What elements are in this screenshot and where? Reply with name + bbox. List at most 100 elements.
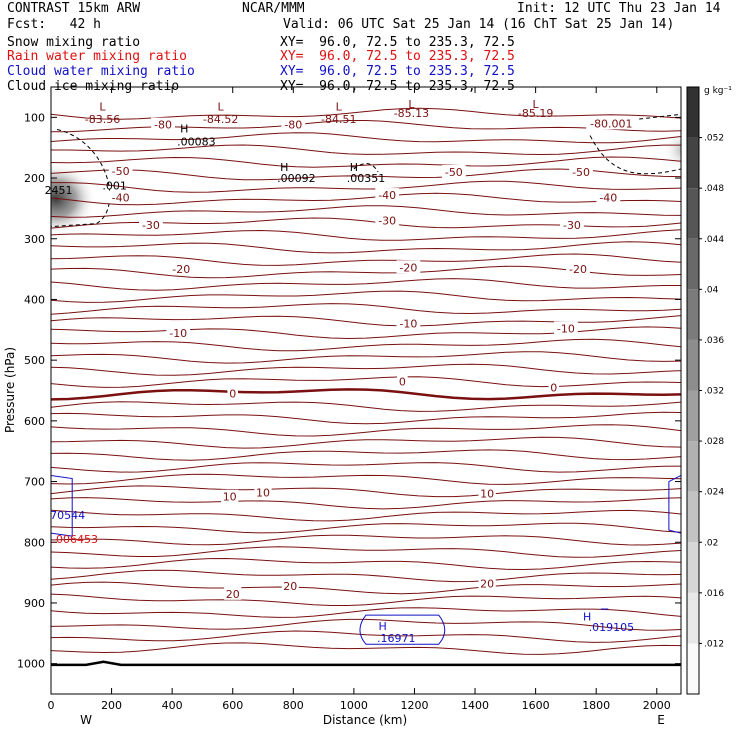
extrema-label-2: L (218, 100, 225, 113)
isotherm-label-3: -50 (112, 165, 130, 178)
field-name-cloud-water: Cloud water mixing ratio (7, 64, 195, 79)
cloud-water-contour-low (359, 614, 446, 645)
extrema-label-13: .00092 (277, 172, 316, 185)
colorbar-tick-label-10: .052 (704, 134, 724, 144)
header-valid: Valid: 06 UTC Sat 25 Jan 14 (16 ChT Sat … (283, 17, 675, 32)
isotherm-label-bg-14 (566, 262, 590, 276)
colorbar-swatch-2 (687, 542, 699, 593)
field-name-rain: Rain water mixing ratio (7, 49, 188, 64)
header-init: Init: 12 UTC Thu 23 Jan 14 (517, 1, 721, 16)
extrema-label-11: .00083 (177, 136, 216, 149)
isotherm-label-18: 0 (229, 388, 236, 401)
x-tick-label-10: 2000 (643, 699, 671, 712)
extrema-label-9: -85.19 (518, 107, 553, 120)
x-tick-label-2: 400 (162, 699, 183, 712)
extrema-label-1: -83.56 (85, 113, 120, 126)
y-tick-label-4: 500 (24, 354, 45, 367)
isotherm-line-34 (51, 522, 681, 534)
y-tick-label-2: 300 (24, 233, 45, 246)
y-tick-label-1: 200 (24, 172, 45, 185)
field-xy-rain: XY= 96.0, 72.5 to 235.3, 72.5 (280, 49, 515, 64)
isotherm-label-17: -10 (557, 323, 575, 336)
x-tick-label-3: 600 (222, 699, 243, 712)
isotherm-label-11: -30 (563, 219, 581, 232)
x-tick-label-4: 800 (283, 699, 304, 712)
isotherm-line-10 (51, 229, 681, 241)
isotherm-line-6 (51, 180, 681, 193)
extrema-label-20: H (379, 620, 387, 633)
isotherm-line-17 (51, 315, 681, 327)
extrema-label-8: L (533, 98, 540, 111)
isotherm-label-bg-13 (396, 260, 421, 274)
x-tick-label-7: 1400 (461, 699, 489, 712)
colorbar: .012 .016 .02 .024 .028 .032 .036 .04 .044 .048 .0… (686, 86, 724, 695)
colorbar-tick-label-1: .016 (704, 589, 724, 599)
colorbar-tick-label-2: .02 (704, 538, 718, 548)
header-forecast: Fcst: 42 h (7, 17, 101, 32)
isotherm-label-15: -10 (169, 327, 187, 340)
isotherm-label-bg-6 (108, 190, 133, 204)
isotherm-line-36 (51, 546, 681, 558)
isotherm-line-15 (51, 290, 681, 303)
isotherm-line-14 (51, 278, 681, 291)
y-tick-label-3: 400 (24, 293, 45, 306)
extrema-label-0: L (99, 100, 106, 113)
isotherm-line-30 (51, 473, 681, 485)
cloud-ice-contour-mid (353, 163, 379, 173)
header-model: CONTRAST 15km ARW (7, 1, 141, 16)
field-xy-cloud-water: XY= 96.0, 72.5 to 235.3, 72.5 (280, 64, 515, 79)
isotherm-line-3 (51, 144, 681, 156)
isotherm-label-16: -10 (399, 318, 417, 331)
axes: 0 200 400 600 800 1000 1200 1400 1600 1800 2000100… (17, 87, 681, 712)
isotherm-label-20: 0 (550, 381, 557, 394)
isotherm-label-2: -80.001 (590, 117, 632, 130)
colorbar-tick-label-9: .048 (704, 184, 724, 194)
isotherm-line-26 (51, 424, 681, 437)
isotherm-label-14: -20 (569, 263, 587, 276)
cloud-water-contour-east (668, 475, 681, 534)
colorbar-swatch-10 (687, 137, 699, 189)
header-center: NCAR/MMM (242, 1, 305, 16)
colorbar-swatch-3 (687, 491, 699, 543)
isotherm-label-bg-26 (478, 576, 496, 590)
x-tick-label-6: 1200 (400, 699, 428, 712)
isotherm-label-bg-2 (586, 116, 637, 130)
plot-frame (50, 86, 682, 695)
isotherm-label-bg-19 (397, 374, 408, 388)
x-tick-label-9: 1800 (582, 699, 610, 712)
isotherm-line-35 (51, 534, 681, 546)
extrema-label-10: H (180, 122, 188, 135)
colorbar-swatch-5 (687, 390, 699, 442)
isotherm-line-18 (51, 326, 681, 340)
colorbar-tick-label-5: .032 (704, 387, 724, 397)
colorbar-tick-label-3: .024 (704, 488, 724, 498)
isotherm-label-26: 20 (480, 578, 494, 591)
isotherm-line-37 (51, 557, 681, 571)
extrema-label-6: L (408, 98, 415, 111)
isotherm-label-7: -40 (378, 189, 396, 202)
isotherm-label-bg-24 (224, 586, 242, 600)
isotherm-line-24 (51, 401, 681, 412)
isotherm-line-44 (51, 642, 681, 655)
isotherm-label-8: -40 (599, 191, 617, 204)
surface-line (51, 660, 681, 667)
extrema-label-15: .00351 (347, 172, 386, 185)
colorbar-swatch-0 (687, 643, 699, 694)
isotherm-label-bg-18 (227, 386, 239, 400)
isotherm-label-4: -50 (445, 166, 463, 179)
extrema-label-19: .006453 (52, 533, 98, 546)
isotherm-label-25: 20 (283, 580, 297, 593)
cloud-ice-contour-top (611, 113, 681, 123)
colorbar-swatch-7 (687, 289, 699, 340)
isotherm-label-24: 20 (226, 588, 240, 601)
field-name-snow: Snow mixing ratio (7, 35, 141, 50)
isotherm-line-28 (51, 449, 681, 461)
colorbar-swatch-4 (687, 441, 699, 492)
isotherm-label-bg-7 (375, 188, 400, 202)
x-axis-east-label: E (657, 713, 665, 727)
isotherm-line-41 (51, 607, 681, 618)
extrema-label-23: .019105 (589, 621, 635, 634)
isotherm-line-29 (51, 462, 681, 473)
extrema-label-14: H (350, 161, 358, 174)
